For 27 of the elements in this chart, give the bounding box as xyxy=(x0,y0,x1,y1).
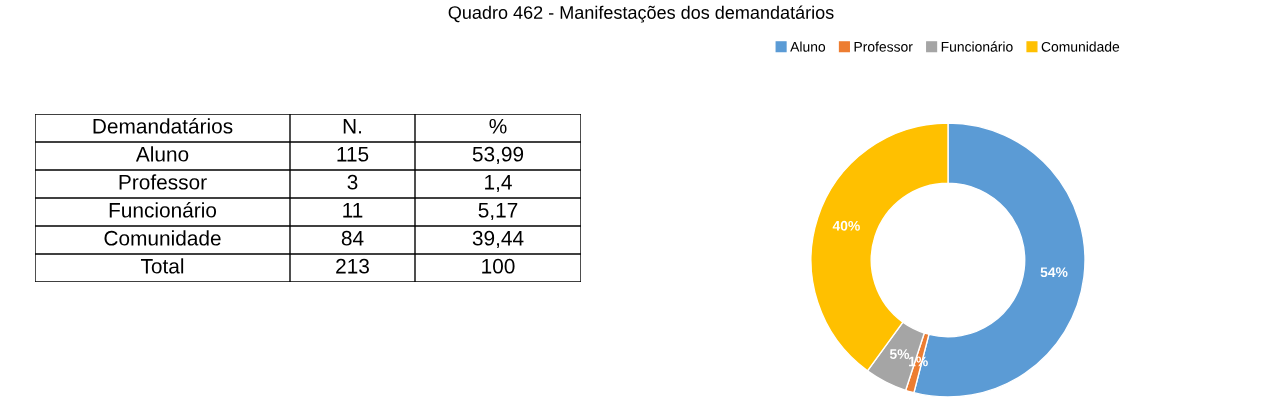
text: Comunidade xyxy=(104,230,221,246)
data-label: 54% xyxy=(1040,267,1068,278)
text: Aluno xyxy=(135,146,189,162)
data-label: 40% xyxy=(832,220,860,231)
chart-title: Quadro 462 - Manifestações dos demandatários xyxy=(448,5,834,23)
text: 5,17 xyxy=(478,203,518,221)
legend-label: Funcionário xyxy=(941,41,1013,52)
text: Professor xyxy=(119,174,207,190)
data-label: 1% xyxy=(909,356,928,367)
legend-label: Aluno xyxy=(790,41,826,52)
text: 115 xyxy=(337,147,369,162)
text: 11 xyxy=(343,203,363,218)
text: Total xyxy=(140,258,184,274)
text: Funcionário xyxy=(109,202,217,218)
text: 84 xyxy=(341,230,364,246)
text: % xyxy=(489,118,507,134)
data-label: 5% xyxy=(889,349,910,359)
text: 39,44 xyxy=(472,230,524,249)
legend-label: Professor xyxy=(854,41,913,52)
text: 100 xyxy=(482,258,515,274)
text: N. xyxy=(343,119,362,134)
text: 3 xyxy=(347,174,358,190)
text: 53,99 xyxy=(472,146,524,165)
text: Demandatários xyxy=(93,118,233,134)
legend-label: Comunidade xyxy=(1041,41,1120,52)
text: 213 xyxy=(336,258,369,274)
text: 1,4 xyxy=(485,175,512,193)
